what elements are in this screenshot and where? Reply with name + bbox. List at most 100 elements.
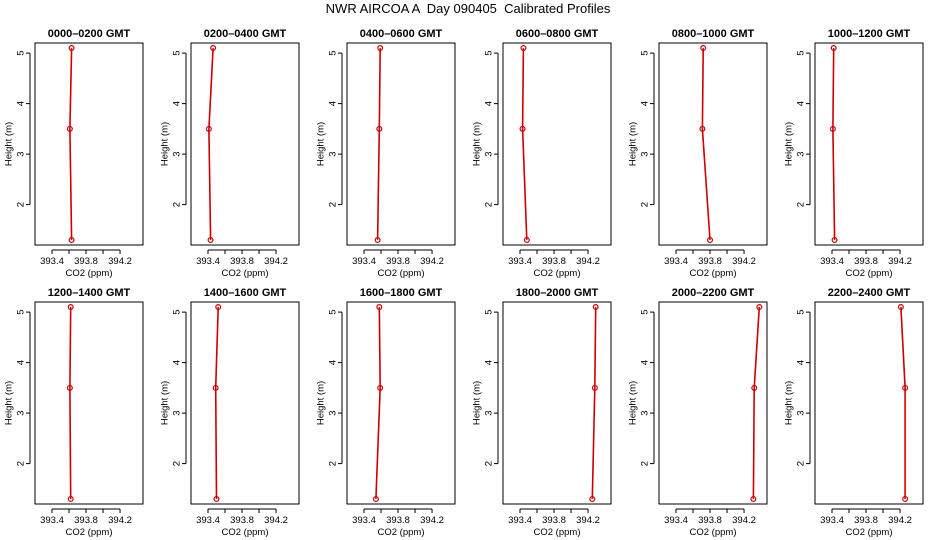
y-tick-label: 2: [328, 461, 339, 466]
data-point: [68, 45, 75, 52]
profile-line: [900, 307, 906, 499]
y-tick-label: 4: [484, 360, 495, 365]
x-tick-label: 393.4: [820, 515, 844, 526]
plot-frame: [34, 301, 144, 505]
x-tick-label: 393.4: [40, 256, 64, 267]
y-axis-label: Height (m): [160, 381, 171, 425]
profile-line: [832, 48, 836, 240]
y-tick-label: 4: [16, 360, 27, 365]
data-point: [212, 384, 219, 391]
y-axis-label: Height (m): [4, 122, 15, 166]
data-point: [751, 384, 758, 391]
y-tick-label: 2: [640, 461, 651, 466]
plot-frame: [658, 301, 768, 505]
y-tick-label: 4: [796, 360, 807, 365]
data-point: [207, 236, 214, 243]
data-point: [215, 304, 222, 311]
x-axis-label: CO2 (ppm): [66, 527, 113, 538]
y-tick-label: 2: [172, 202, 183, 207]
x-tick-label: 393.8: [74, 515, 98, 526]
data-point: [897, 304, 904, 311]
x-tick-label: 394.2: [420, 515, 444, 526]
y-tick-label: 4: [16, 101, 27, 106]
x-tick-label: 393.4: [352, 515, 376, 526]
data-point: [699, 125, 706, 132]
y-tick-label: 3: [328, 151, 339, 156]
x-tick-label: 393.8: [542, 515, 566, 526]
profile-line: [752, 307, 761, 499]
plot-frame: [658, 42, 768, 246]
x-tick-label: 393.4: [196, 515, 220, 526]
x-axis-label: CO2 (ppm): [690, 268, 737, 279]
profile-line: [208, 48, 214, 240]
data-point: [376, 125, 383, 132]
x-tick-label: 394.2: [264, 515, 288, 526]
y-tick-label: 3: [16, 151, 27, 156]
y-tick-label: 3: [796, 151, 807, 156]
y-tick-label: 4: [172, 101, 183, 106]
y-tick-label: 2: [16, 202, 27, 207]
x-tick-label: 393.8: [854, 256, 878, 267]
plot-frame: [502, 301, 612, 505]
y-axis-label: Height (m): [316, 122, 327, 166]
y-tick-label: 5: [172, 50, 183, 55]
panel-title: 1200–1400 GMT: [48, 287, 131, 299]
x-tick-label: 393.4: [508, 515, 532, 526]
y-tick-label: 5: [484, 309, 495, 314]
x-axis-label: CO2 (ppm): [534, 268, 581, 279]
data-point: [213, 495, 220, 502]
x-tick-label: 394.2: [732, 515, 756, 526]
y-tick-label: 5: [640, 50, 651, 55]
profile-line: [591, 307, 597, 499]
y-tick-label: 5: [484, 50, 495, 55]
plot-frame: [346, 42, 456, 246]
x-axis-label: CO2 (ppm): [66, 268, 113, 279]
data-point: [707, 236, 714, 243]
y-tick-label: 2: [796, 202, 807, 207]
x-tick-label: 393.8: [698, 515, 722, 526]
x-tick-label: 393.8: [230, 256, 254, 267]
data-point: [523, 236, 530, 243]
x-tick-label: 393.8: [386, 515, 410, 526]
x-axis-label: CO2 (ppm): [378, 268, 425, 279]
x-tick-label: 394.2: [888, 515, 912, 526]
profile-line: [521, 48, 528, 240]
y-tick-label: 5: [796, 309, 807, 314]
data-point: [829, 125, 836, 132]
x-tick-label: 394.2: [264, 256, 288, 267]
x-tick-label: 393.8: [74, 256, 98, 267]
y-axis-label: Height (m): [316, 381, 327, 425]
x-tick-label: 393.8: [854, 515, 878, 526]
x-axis-label: CO2 (ppm): [378, 527, 425, 538]
profile-line: [69, 307, 72, 499]
x-axis-label: CO2 (ppm): [846, 268, 893, 279]
y-tick-label: 5: [16, 50, 27, 55]
data-point: [902, 495, 909, 502]
panel-title: 1400–1600 GMT: [204, 287, 287, 299]
x-tick-label: 394.2: [732, 256, 756, 267]
x-tick-label: 394.2: [576, 515, 600, 526]
figure-title: NWR AIRCOA A Day 090405 Calibrated Profi…: [325, 1, 611, 16]
x-tick-label: 393.8: [542, 256, 566, 267]
data-point: [377, 45, 384, 52]
data-point: [68, 236, 75, 243]
y-tick-label: 4: [328, 360, 339, 365]
y-tick-label: 5: [328, 50, 339, 55]
x-tick-label: 394.2: [576, 256, 600, 267]
plot-frame: [814, 301, 924, 505]
data-point: [66, 125, 73, 132]
x-tick-label: 394.2: [420, 256, 444, 267]
plot-frame: [190, 301, 300, 505]
y-tick-label: 4: [484, 101, 495, 106]
y-tick-label: 3: [640, 410, 651, 415]
y-tick-label: 2: [640, 202, 651, 207]
data-point: [376, 304, 383, 311]
